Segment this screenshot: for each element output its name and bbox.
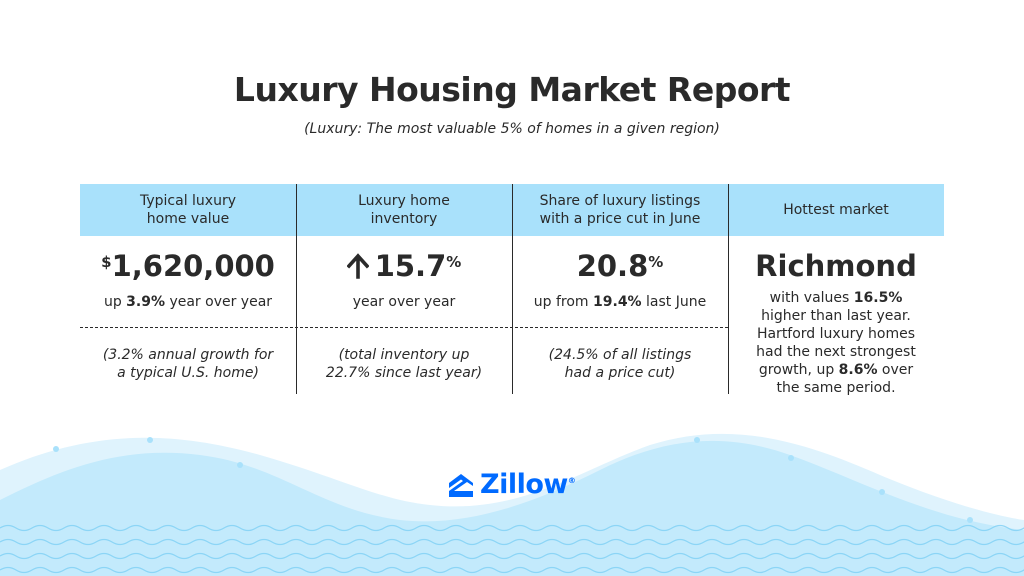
arrow-up-icon [346, 253, 369, 279]
wave-line [0, 538, 1024, 546]
wave-line [0, 552, 1024, 560]
wave-dot [788, 455, 794, 461]
wave-dot [237, 462, 243, 468]
column-header: Hottest market [783, 202, 889, 218]
dashed-divider [80, 327, 728, 328]
wave-dot [53, 446, 59, 452]
wave-dot [694, 437, 700, 443]
zillow-house-icon [449, 473, 473, 497]
stat-value: $1,620,000 [101, 249, 275, 283]
stat-note: (24.5% of all listings had a price cut) [548, 347, 692, 381]
column-header: Luxury home inventory [358, 193, 450, 227]
column-divider [512, 184, 513, 394]
stat-column-home-value: Typical luxury home value $1,620,000 up 3… [80, 184, 296, 311]
stat-value: 15.7% [296, 248, 512, 284]
wave-line [0, 566, 1024, 574]
column-divider [296, 184, 297, 394]
stat-note: (3.2% annual growth for a typical U.S. ho… [102, 347, 274, 381]
wave-dot [967, 517, 973, 523]
hottest-market-description: with values 16.5% higher than last year.… [756, 290, 916, 396]
zillow-logo: Zillow® [448, 469, 576, 500]
column-header: Typical luxury home value [139, 193, 236, 227]
wave-line [0, 524, 1024, 532]
page-subtitle: (Luxury: The most valuable 5% of homes i… [304, 121, 720, 137]
stat-column-hottest-market: Hottest market Richmond [728, 184, 944, 284]
stat-value: Richmond [755, 249, 917, 283]
stat-note: (total inventory up 22.7% since last year… [325, 347, 483, 381]
column-divider [728, 184, 729, 394]
wave-dot [147, 437, 153, 443]
stat-column-inventory: Luxury home inventory 15.7% year over yea… [296, 184, 512, 311]
stat-subtext: up from 19.4% last June [533, 294, 707, 310]
stat-value: 20.8% [576, 249, 664, 283]
stat-subtext: up 3.9% year over year [103, 294, 273, 310]
column-header: Share of luxury listings with a price cut… [539, 193, 701, 227]
page-title: Luxury Housing Market Report [233, 70, 791, 109]
stat-column-price-cut: Share of luxury listings with a price cut… [512, 184, 728, 311]
wave-dot [879, 489, 885, 495]
stat-subtext: year over year [352, 294, 456, 310]
zillow-wordmark: Zillow® [480, 469, 576, 500]
